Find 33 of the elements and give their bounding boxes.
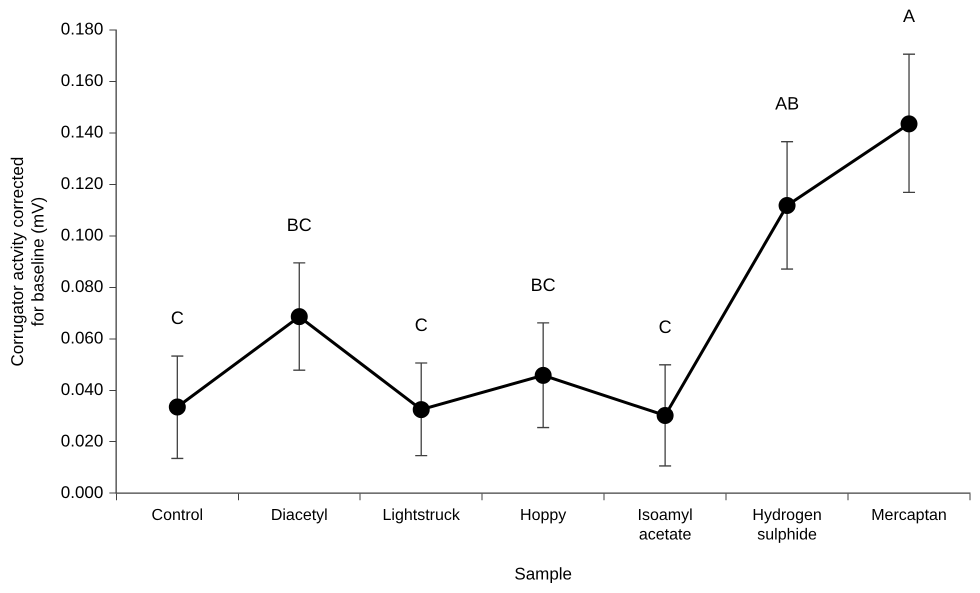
annotation: AB — [775, 94, 800, 114]
y-axis-title: Corrugator actvity corrected for baseline (mV) — [8, 156, 48, 366]
x-tick-label: Mercaptan — [871, 507, 947, 524]
point — [412, 401, 430, 418]
y-tick-label: 0.160 — [60, 71, 104, 90]
x-tick-label: Control — [152, 507, 204, 524]
point — [290, 308, 308, 326]
point — [778, 197, 796, 214]
y-tick-label: 0.060 — [60, 328, 104, 348]
y-tick-label: 0.100 — [60, 226, 104, 245]
x-tick-label: Isoamyl acetate — [638, 507, 693, 544]
y-tick-label: 0.180 — [60, 20, 104, 39]
annotation: BC — [530, 274, 556, 295]
y-tick-label: 0.040 — [60, 380, 104, 399]
annotation: C — [170, 308, 184, 328]
y-tick-label: 0.020 — [60, 431, 104, 450]
annotation: C — [658, 316, 672, 337]
x-tick-label: Diacetyl — [270, 507, 328, 524]
x-axis-title: Sample — [514, 564, 572, 584]
annotation: A — [903, 6, 916, 26]
x-tick-label: Hydrogen sulphide — [752, 507, 822, 544]
y-tick-label: 0.120 — [60, 174, 104, 194]
x-tick-label: Lightstruck — [382, 507, 461, 524]
annotation: C — [414, 314, 428, 335]
point — [534, 366, 552, 384]
x-tick-label: Hoppy — [520, 507, 566, 524]
y-tick-label: 0.080 — [60, 277, 104, 296]
annotation: BC — [286, 214, 312, 235]
y-tick-label: 0.140 — [60, 122, 104, 142]
point — [168, 398, 186, 416]
point — [656, 406, 674, 424]
point — [900, 115, 918, 132]
y-tick-label: 0.000 — [60, 482, 104, 502]
